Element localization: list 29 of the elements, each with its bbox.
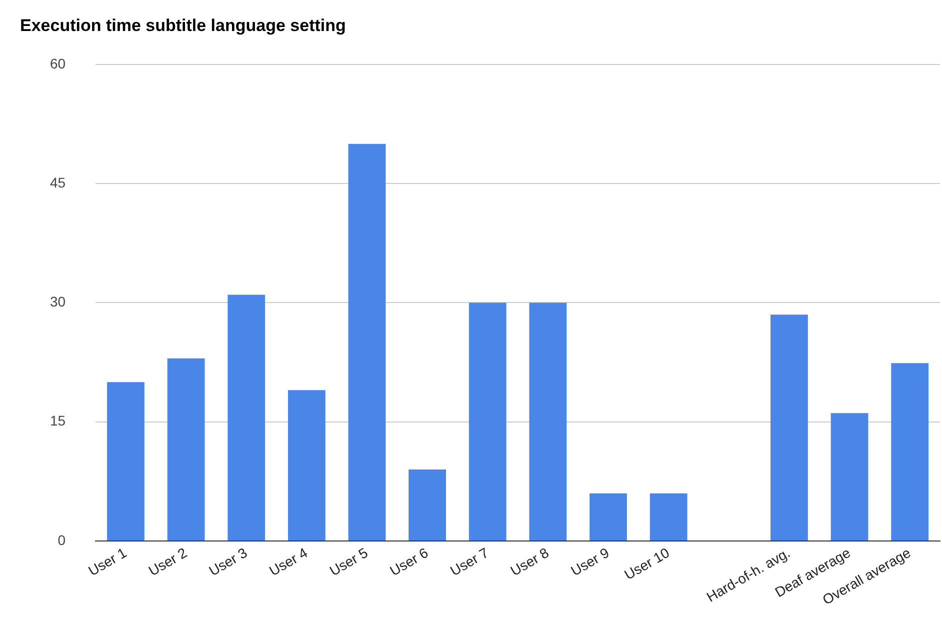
chart-title: Execution time subtitle language setting [20, 16, 346, 35]
y-tick-label: 60 [50, 55, 66, 72]
y-tick-label: 15 [50, 412, 66, 429]
x-tick-label: User 4 [266, 544, 310, 579]
x-tick-label: User 2 [146, 544, 190, 579]
x-tick-label: User 3 [206, 544, 250, 579]
bar [167, 358, 205, 541]
bar [228, 294, 266, 541]
x-tick-label: User 10 [622, 544, 672, 583]
bar [770, 314, 808, 541]
x-tick-label: User 1 [85, 544, 130, 579]
bar [650, 493, 688, 541]
x-tick-label: User 5 [326, 544, 371, 579]
x-tick-label: User 6 [387, 544, 431, 579]
bar [891, 363, 929, 541]
y-tick-label: 30 [50, 294, 66, 310]
y-tick-label: 0 [58, 532, 66, 548]
x-tick-label: User 9 [568, 544, 612, 579]
y-tick-label: 45 [50, 174, 66, 190]
x-tick-label: User 8 [508, 544, 552, 579]
bar [348, 144, 386, 541]
x-tick-label: User 7 [447, 544, 492, 579]
bar [107, 382, 144, 541]
bar [408, 470, 446, 541]
bar [288, 390, 326, 541]
bar [590, 493, 627, 541]
bar [468, 302, 506, 541]
bar [529, 302, 567, 541]
bar [830, 413, 868, 541]
